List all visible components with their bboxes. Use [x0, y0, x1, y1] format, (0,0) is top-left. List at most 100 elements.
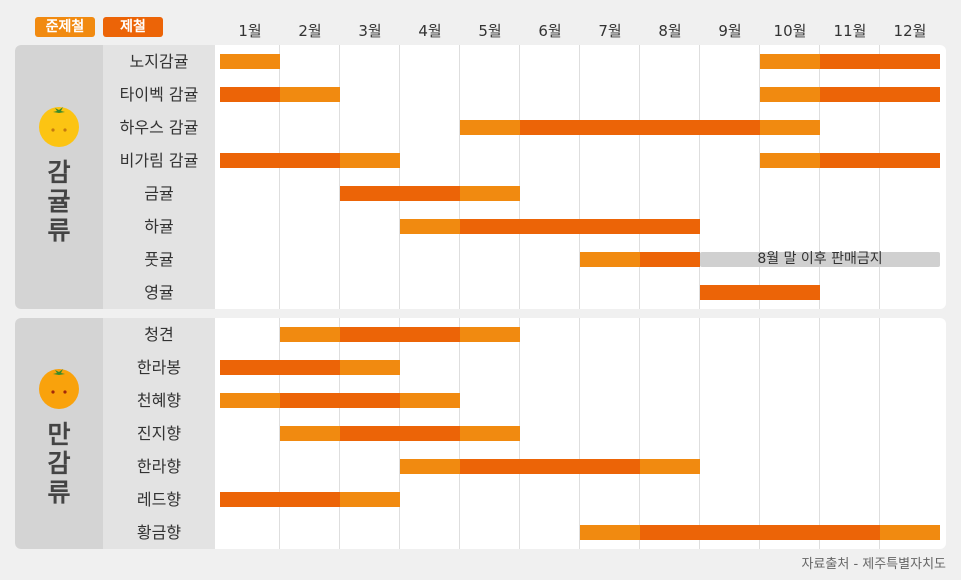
sales-ban-note: 8월 말 이후 판매금지 [700, 252, 940, 267]
peak-season-bar [220, 153, 340, 168]
peak-season-bar [640, 525, 880, 540]
legend-peak-season: 제철 [103, 17, 163, 37]
grid-line [639, 318, 640, 549]
variety-label: 노지감귤 [129, 52, 189, 71]
semi-season-bar [880, 525, 940, 540]
grid-line [279, 45, 280, 309]
peak-season-bar [820, 153, 940, 168]
grid-line [819, 318, 820, 549]
peak-season-bar [220, 360, 340, 375]
variety-label: 영귤 [144, 283, 174, 302]
orange-icon [39, 107, 79, 147]
semi-season-bar [400, 459, 460, 474]
variety-label: 타이벡 감귤 [119, 85, 199, 104]
peak-season-bar [340, 327, 460, 342]
peak-season-bar [460, 219, 700, 234]
peak-season-bar [340, 426, 460, 441]
grid-line [759, 318, 760, 549]
peak-season-bar [700, 285, 820, 300]
grid-line [879, 45, 880, 309]
month-label: 2월 [298, 22, 322, 40]
grid-line [699, 318, 700, 549]
semi-season-bar [460, 426, 520, 441]
semi-season-bar [760, 54, 820, 69]
category-title-char: 만 [47, 420, 71, 449]
semi-season-bar [460, 186, 520, 201]
month-label: 1월 [238, 22, 262, 40]
variety-label: 천혜향 [136, 391, 182, 410]
variety-label: 금귤 [144, 184, 174, 203]
category-title-char: 감 [47, 158, 71, 187]
grid-line [459, 45, 460, 309]
peak-season-bar [220, 492, 340, 507]
month-label: 10월 [773, 22, 807, 40]
month-label: 8월 [658, 22, 682, 40]
variety-label: 황금향 [136, 523, 182, 542]
variety-name-column [103, 318, 215, 549]
semi-season-bar [280, 327, 340, 342]
category-title-char: 귤 [47, 187, 71, 216]
category-column [15, 318, 103, 549]
month-label: 3월 [358, 22, 382, 40]
category-title-char: 감 [47, 449, 71, 478]
peak-season-bar [820, 87, 940, 102]
grid-line [339, 45, 340, 309]
category-title-char: 류 [47, 478, 71, 507]
semi-season-bar [760, 153, 820, 168]
semi-season-bar [640, 459, 700, 474]
grid-line [879, 318, 880, 549]
legend-semi-season: 준제철 [35, 17, 95, 37]
grid-line [819, 45, 820, 309]
grid-line [579, 45, 580, 309]
variety-label: 하귤 [144, 217, 174, 236]
orange-icon [39, 369, 79, 409]
variety-label: 한라향 [136, 457, 182, 476]
semi-season-bar [400, 219, 460, 234]
variety-label: 한라봉 [136, 358, 182, 377]
source-note: 자료출처 - 제주특별자치도 [801, 557, 946, 572]
grid-line [699, 45, 700, 309]
variety-name-column [103, 45, 215, 309]
grid-line [579, 318, 580, 549]
semi-season-bar [460, 120, 520, 135]
semi-season-bar [220, 393, 280, 408]
variety-label: 풋귤 [144, 250, 174, 269]
peak-season-bar [640, 252, 700, 267]
peak-season-bar [820, 54, 940, 69]
semi-season-bar [340, 492, 400, 507]
peak-season-bar [280, 393, 400, 408]
semi-season-bar [460, 327, 520, 342]
peak-season-bar [340, 186, 460, 201]
semi-season-bar [400, 393, 460, 408]
peak-season-bar [220, 87, 280, 102]
semi-season-bar [340, 360, 400, 375]
month-label: 12월 [893, 22, 927, 40]
semi-season-bar [220, 54, 280, 69]
month-label: 4월 [418, 22, 442, 40]
category-column [15, 45, 103, 309]
category-title-char: 류 [47, 216, 71, 245]
variety-label: 청견 [144, 325, 174, 344]
semi-season-bar [760, 120, 820, 135]
grid-line [759, 45, 760, 309]
variety-label: 레드향 [136, 490, 182, 509]
semi-season-bar [580, 525, 640, 540]
month-label: 9월 [718, 22, 742, 40]
variety-label: 진지향 [136, 424, 182, 443]
semi-season-bar [280, 87, 340, 102]
semi-season-bar [340, 153, 400, 168]
month-label: 6월 [538, 22, 562, 40]
grid-line [519, 45, 520, 309]
grid-line [639, 45, 640, 309]
month-label: 7월 [598, 22, 622, 40]
grid-line [399, 45, 400, 309]
semi-season-bar [760, 87, 820, 102]
semi-season-bar [580, 252, 640, 267]
month-label: 5월 [478, 22, 502, 40]
variety-label: 비가림 감귤 [119, 151, 199, 170]
variety-label: 하우스 감귤 [119, 118, 199, 137]
